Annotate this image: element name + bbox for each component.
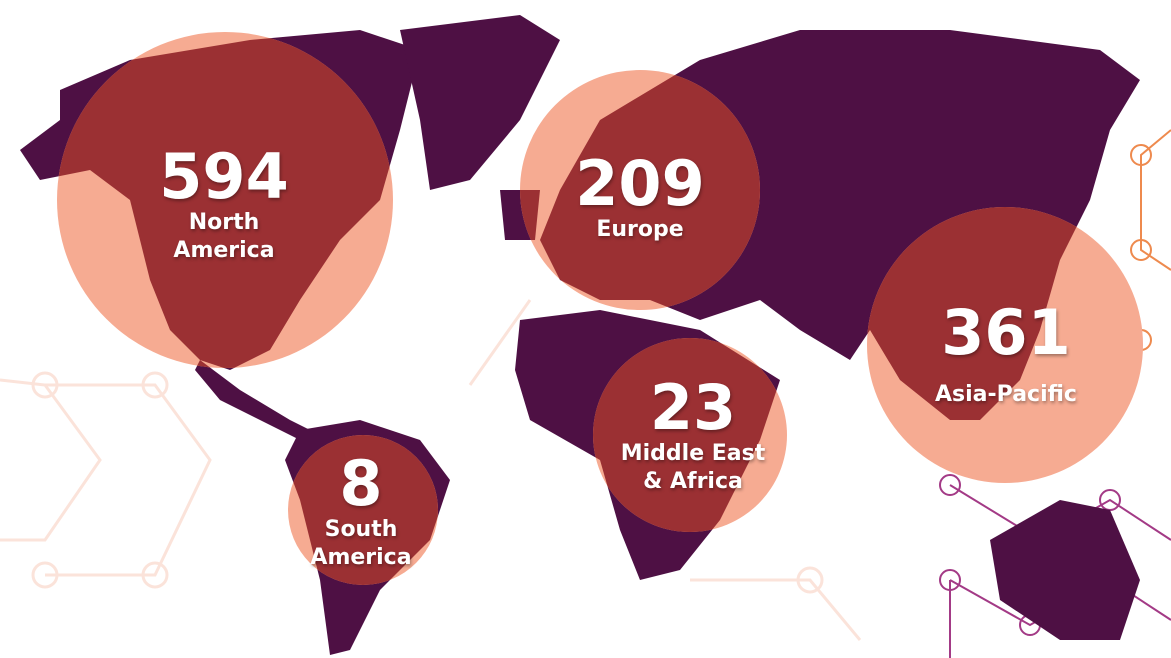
region-name: North: [188, 210, 260, 235]
region-name: America: [310, 545, 412, 570]
region-name: & Africa: [643, 469, 743, 494]
label-south-america: 8 South America: [310, 452, 411, 572]
region-value: 8: [339, 447, 383, 520]
region-value: 361: [941, 296, 1071, 369]
region-name: Asia-Pacific: [935, 382, 1077, 407]
region-name: South: [324, 517, 398, 542]
region-value: 209: [575, 147, 705, 220]
label-europe: 209 Europe: [575, 152, 704, 244]
region-value: 23: [649, 371, 737, 444]
label-middle-east-africa: 23 Middle East & Africa: [621, 376, 766, 496]
region-name: America: [173, 238, 275, 263]
region-name: Middle East: [620, 441, 766, 466]
label-asia-pacific: 361 Asia-Pacific: [935, 301, 1077, 409]
region-value: 594: [159, 140, 289, 213]
region-name: Europe: [596, 217, 684, 242]
label-north-america: 594 North America: [159, 145, 288, 265]
